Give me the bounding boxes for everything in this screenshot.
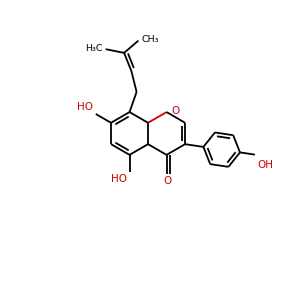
Text: HO: HO [111,174,127,184]
Text: H₃C: H₃C [85,44,103,53]
Text: CH₃: CH₃ [141,35,159,44]
Text: OH: OH [257,160,273,170]
Text: O: O [164,176,172,186]
Text: O: O [171,106,180,116]
Text: HO: HO [77,102,93,112]
